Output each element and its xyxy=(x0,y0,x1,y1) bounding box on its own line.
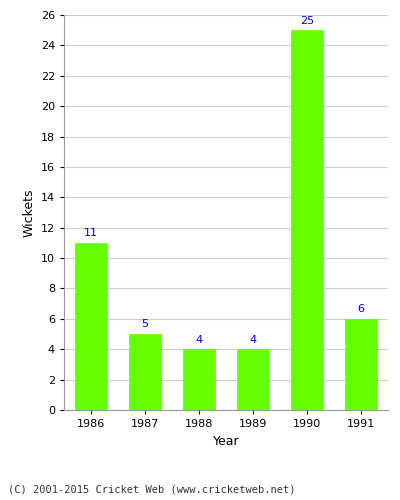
Text: 4: 4 xyxy=(196,334,202,344)
Text: 25: 25 xyxy=(300,16,314,26)
Text: 4: 4 xyxy=(250,334,256,344)
Bar xyxy=(345,319,377,410)
X-axis label: Year: Year xyxy=(213,434,239,448)
Text: (C) 2001-2015 Cricket Web (www.cricketweb.net): (C) 2001-2015 Cricket Web (www.cricketwe… xyxy=(8,485,296,495)
Bar xyxy=(183,349,215,410)
Y-axis label: Wickets: Wickets xyxy=(22,188,35,237)
Bar xyxy=(291,30,323,410)
Text: 11: 11 xyxy=(84,228,98,238)
Text: 5: 5 xyxy=(142,320,148,330)
Bar xyxy=(129,334,161,410)
Bar xyxy=(75,243,107,410)
Text: 6: 6 xyxy=(358,304,364,314)
Bar xyxy=(237,349,269,410)
